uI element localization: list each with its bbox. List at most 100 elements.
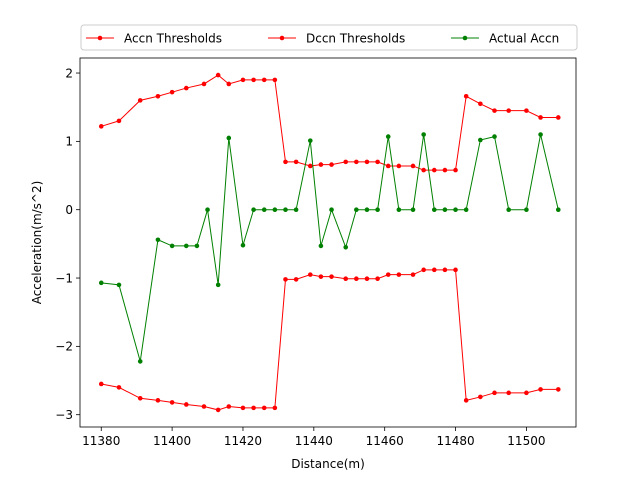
legend-entry: Dccn Thresholds bbox=[268, 31, 405, 45]
data-point bbox=[307, 138, 313, 143]
legend-entry: Accn Thresholds bbox=[86, 31, 222, 45]
data-point bbox=[215, 407, 221, 413]
data-point bbox=[272, 77, 278, 83]
data-point bbox=[410, 163, 416, 169]
legend-marker bbox=[97, 35, 103, 41]
data-point bbox=[293, 277, 299, 282]
data-point bbox=[283, 159, 288, 165]
data-point bbox=[283, 277, 288, 282]
legend-marker bbox=[462, 35, 468, 41]
legend-marker bbox=[279, 35, 285, 41]
data-point bbox=[538, 387, 543, 392]
data-point bbox=[318, 162, 324, 167]
data-point bbox=[183, 402, 189, 407]
data-point bbox=[240, 242, 246, 248]
data-point bbox=[354, 276, 359, 282]
data-point bbox=[343, 159, 349, 165]
x-tick-label: 11480 bbox=[436, 434, 474, 448]
data-point bbox=[375, 159, 380, 165]
legend-entry: Actual Accn bbox=[451, 31, 559, 45]
x-tick-label: 11460 bbox=[366, 434, 404, 448]
data-point bbox=[364, 207, 370, 212]
data-point bbox=[478, 101, 483, 107]
data-point bbox=[183, 85, 189, 91]
data-point bbox=[463, 207, 469, 212]
data-point bbox=[201, 404, 207, 409]
data-point bbox=[155, 93, 161, 99]
data-point bbox=[385, 134, 391, 139]
series-2 bbox=[98, 132, 561, 364]
legend-box bbox=[80, 24, 578, 51]
data-point bbox=[442, 167, 448, 173]
x-axis: 11380 11400 11420 11440 11460 11480 11500 bbox=[82, 427, 545, 448]
data-point bbox=[364, 276, 370, 282]
data-point bbox=[215, 72, 221, 78]
y-tick-label: 1 bbox=[65, 135, 73, 149]
data-point bbox=[318, 243, 324, 249]
x-tick-label: 11420 bbox=[224, 434, 262, 448]
data-point bbox=[215, 282, 221, 288]
data-point bbox=[453, 267, 458, 273]
data-point bbox=[98, 280, 104, 286]
data-point bbox=[343, 244, 349, 250]
data-point bbox=[169, 400, 175, 405]
data-point bbox=[478, 137, 483, 143]
data-point bbox=[283, 207, 288, 212]
data-point bbox=[538, 115, 543, 120]
data-point bbox=[116, 385, 122, 390]
data-point bbox=[137, 359, 143, 364]
data-point bbox=[442, 267, 448, 273]
data-point bbox=[442, 207, 448, 212]
data-point bbox=[492, 390, 497, 396]
data-point bbox=[492, 134, 497, 139]
data-point bbox=[293, 207, 299, 212]
y-axis: −3 −2 −1 0 1 2 bbox=[55, 66, 80, 422]
legend-label: Dccn Thresholds bbox=[306, 31, 405, 45]
data-point bbox=[478, 394, 483, 400]
data-point bbox=[354, 207, 359, 212]
data-point bbox=[251, 77, 256, 83]
data-point bbox=[421, 167, 426, 173]
plot-frame bbox=[79, 57, 577, 428]
data-point bbox=[524, 207, 529, 212]
data-point bbox=[506, 108, 511, 113]
x-tick-label: 11380 bbox=[82, 434, 120, 448]
data-point bbox=[431, 167, 437, 173]
x-tick-label: 11400 bbox=[153, 434, 191, 448]
data-point bbox=[329, 162, 334, 167]
legend-label: Accn Thresholds bbox=[124, 31, 222, 45]
data-point bbox=[463, 93, 469, 99]
data-point bbox=[137, 98, 143, 103]
y-tick-label: −1 bbox=[55, 271, 73, 285]
data-point bbox=[240, 77, 246, 83]
series-1 bbox=[98, 267, 561, 413]
data-point bbox=[261, 207, 267, 212]
data-point bbox=[453, 167, 458, 173]
data-point bbox=[329, 207, 334, 212]
data-point bbox=[240, 405, 246, 411]
legend-label: Actual Accn bbox=[489, 31, 559, 45]
data-point bbox=[226, 81, 232, 87]
y-axis-label: Acceleration(m/s^2) bbox=[30, 181, 44, 305]
data-point bbox=[555, 207, 561, 212]
data-point bbox=[251, 405, 256, 411]
data-point bbox=[155, 237, 161, 243]
data-point bbox=[261, 405, 267, 411]
x-tick-label: 11440 bbox=[295, 434, 333, 448]
data-point bbox=[261, 77, 267, 83]
data-point bbox=[463, 398, 469, 403]
data-point bbox=[293, 159, 299, 165]
data-point bbox=[375, 207, 380, 212]
y-tick-label: −3 bbox=[55, 408, 73, 422]
y-tick-label: 2 bbox=[65, 66, 73, 80]
data-point bbox=[364, 159, 370, 165]
data-point bbox=[98, 124, 104, 129]
data-point bbox=[453, 207, 458, 212]
data-point bbox=[538, 132, 543, 137]
data-point bbox=[183, 243, 189, 249]
data-point bbox=[98, 381, 104, 387]
data-point bbox=[137, 396, 143, 401]
data-point bbox=[329, 274, 334, 279]
